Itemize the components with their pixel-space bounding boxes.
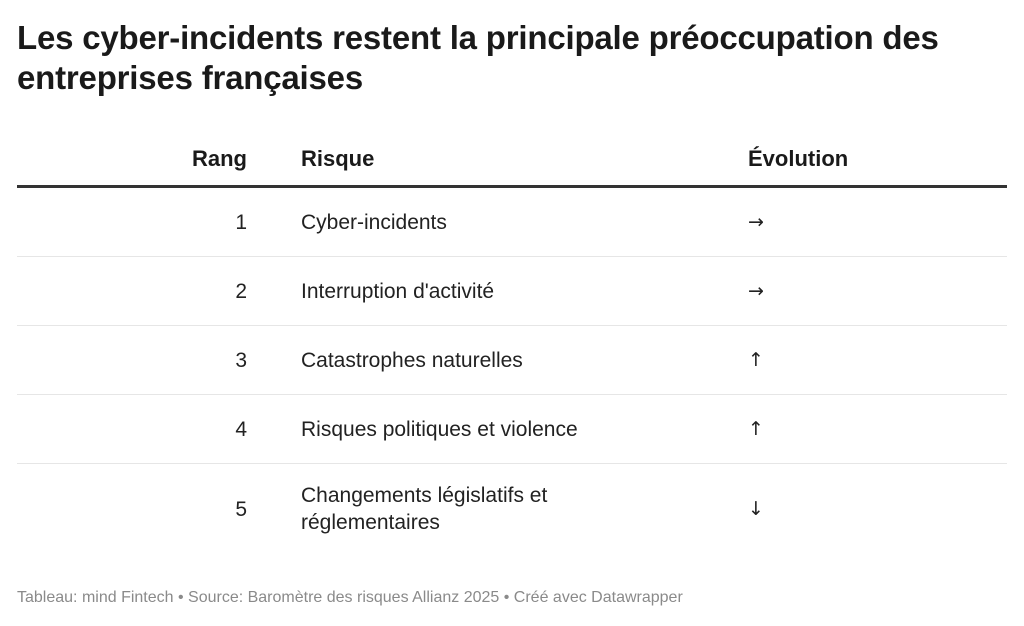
table-row: 3 Catastrophes naturelles ↑ [17, 326, 1007, 395]
trend-arrow-icon: ↑ [748, 348, 764, 371]
chart-title: Les cyber-incidents restent la principal… [17, 19, 939, 96]
trend-arrow-icon: → [748, 279, 764, 302]
trend-arrow-icon: ↑ [748, 417, 764, 440]
rank-cell: 5 [235, 497, 247, 521]
rank-cell: 2 [235, 279, 247, 303]
source-footer: Tableau: mind Fintech • Source: Baromètr… [17, 589, 683, 606]
table-row: 4 Risques politiques et violence ↑ [17, 395, 1007, 464]
risk-cell: Changements législatifs et réglementaire… [301, 484, 548, 534]
table-row: 1 Cyber-incidents → [17, 188, 1007, 257]
table-row: 2 Interruption d'activité → [17, 257, 1007, 326]
column-header-evolution: Évolution [748, 146, 849, 171]
trend-arrow-icon: ↓ [748, 497, 764, 520]
table-header: Rang Risque Évolution [17, 130, 1007, 188]
rank-cell: 1 [235, 210, 247, 234]
table-row: 5 Changements législatifs et réglementai… [17, 464, 1007, 554]
rank-cell: 4 [235, 417, 247, 441]
risk-cell: Risques politiques et violence [301, 417, 578, 441]
risk-table: Rang Risque Évolution 1 Cyber-incidents … [17, 130, 1007, 554]
rank-cell: 3 [235, 348, 247, 372]
risk-cell: Catastrophes naturelles [301, 348, 523, 372]
risk-cell: Cyber-incidents [301, 210, 447, 234]
trend-arrow-icon: → [748, 210, 764, 233]
column-header-risque: Risque [301, 146, 375, 171]
risk-cell: Interruption d'activité [301, 279, 495, 303]
column-header-rang: Rang [192, 146, 247, 171]
